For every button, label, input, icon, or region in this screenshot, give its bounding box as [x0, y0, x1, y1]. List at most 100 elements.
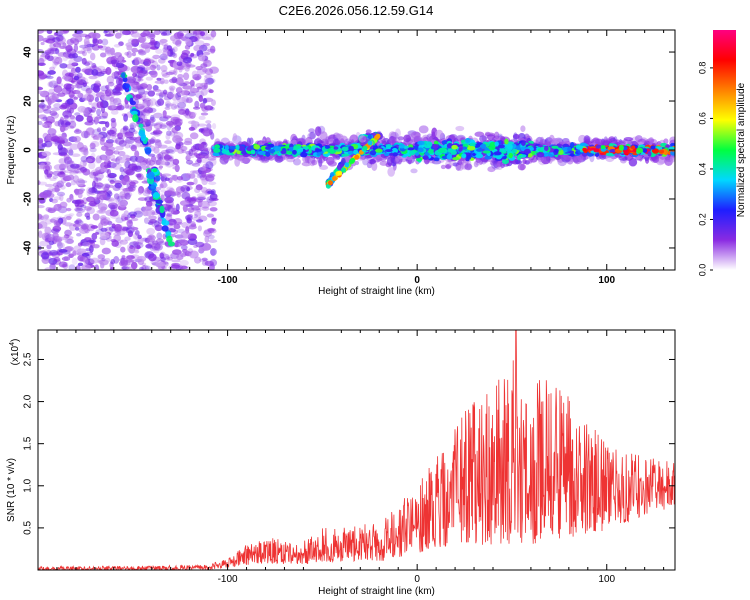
spectral-blob — [138, 186, 145, 194]
spectral-blob — [44, 267, 54, 270]
spectral-blob — [138, 36, 145, 44]
spectral-blob — [121, 72, 126, 79]
spectral-blob — [46, 244, 52, 250]
spectral-blob — [147, 237, 156, 243]
y-tick-label: -40 — [23, 240, 34, 255]
spectral-blob — [523, 148, 531, 155]
x-tick-label: 0 — [414, 275, 420, 286]
spectral-blob — [189, 79, 195, 87]
spectral-blob — [68, 53, 76, 59]
spectral-blob — [43, 108, 52, 114]
spectral-blob — [176, 254, 184, 261]
spectral-blob — [314, 126, 322, 137]
spectral-blob — [95, 182, 105, 188]
spectral-blob — [53, 84, 59, 88]
spectral-blob — [101, 38, 109, 46]
spectral-blob — [464, 163, 473, 171]
spectral-blob — [197, 54, 206, 62]
spectral-blob — [51, 112, 59, 119]
spectral-blob — [77, 180, 88, 184]
spectral-blob — [56, 242, 65, 249]
spectral-blob — [129, 241, 139, 247]
spectral-blob — [150, 155, 157, 163]
y-tick-label: -20 — [23, 191, 34, 206]
spectral-blob — [89, 142, 96, 150]
spectral-blob — [137, 78, 144, 82]
spectral-blob — [122, 102, 129, 109]
spectral-blob — [75, 114, 84, 122]
spectral-blob — [109, 209, 119, 217]
spectral-blob — [183, 72, 190, 81]
spectral-blob — [143, 206, 153, 211]
spectral-blob — [100, 166, 106, 172]
spectral-blob — [106, 75, 115, 84]
spectral-blob — [136, 85, 147, 90]
spectral-blob — [52, 58, 59, 65]
spectral-blob — [650, 145, 656, 150]
spectral-blob — [49, 218, 56, 223]
spectral-blob — [81, 252, 90, 257]
spectral-blob — [90, 152, 96, 159]
spectral-blob — [52, 175, 58, 179]
spectral-blob — [101, 247, 111, 255]
spectral-blob — [150, 184, 156, 190]
spectral-blob — [65, 182, 72, 188]
spectral-blob — [185, 172, 192, 179]
spectral-blob — [207, 200, 217, 207]
spectral-blob — [398, 144, 405, 149]
spectral-blob — [38, 73, 47, 80]
spectral-blob — [170, 175, 176, 180]
spectral-blob — [631, 145, 636, 150]
spectral-blob — [193, 44, 203, 52]
spectral-blob — [114, 32, 122, 39]
spectral-blob — [513, 132, 518, 143]
spectral-blob — [39, 30, 49, 33]
spectral-blob — [428, 149, 434, 154]
spectral-blob — [62, 174, 71, 182]
spectral-blob — [107, 177, 117, 183]
spectral-blob — [98, 115, 108, 120]
spectral-blob — [152, 128, 162, 137]
spectral-blob — [119, 191, 126, 198]
spectral-blob — [189, 132, 199, 140]
spectral-blob — [64, 76, 73, 82]
spectral-blob — [126, 255, 135, 260]
spectral-blob — [47, 192, 55, 199]
spectral-blob — [150, 114, 155, 121]
spectral-blob — [286, 157, 296, 163]
spectral-blob — [593, 148, 600, 153]
spectral-blob — [95, 92, 105, 98]
spectral-blob — [147, 59, 155, 64]
spectral-blob — [97, 203, 108, 211]
spectral-blob — [504, 138, 509, 145]
spectral-blob — [199, 167, 207, 171]
spectral-blob — [458, 147, 463, 152]
spectral-blob — [46, 173, 53, 178]
spectral-blob — [157, 98, 165, 106]
spectral-blob — [636, 147, 644, 154]
spectral-blob — [71, 257, 78, 265]
spectral-blob — [145, 244, 153, 249]
spectral-blob — [113, 193, 120, 200]
spectral-blob — [392, 152, 398, 157]
spectral-blob — [89, 257, 100, 264]
spectral-blob — [79, 149, 88, 153]
spectral-blob — [211, 217, 217, 225]
spectral-blob — [66, 160, 74, 164]
spectral-blob — [105, 191, 113, 197]
spectral-blob — [38, 30, 44, 34]
spectral-blob — [167, 93, 175, 99]
x-tick-label: 100 — [598, 574, 615, 585]
spectral-blob — [53, 42, 62, 48]
spectral-blob — [152, 168, 158, 173]
spectral-blob — [60, 102, 71, 109]
spectral-blob — [129, 122, 137, 129]
spectral-blob — [101, 257, 106, 262]
spectral-blob — [49, 177, 57, 182]
spectral-blob — [103, 220, 113, 225]
spectral-blob — [195, 82, 204, 89]
spectral-blob — [344, 162, 350, 168]
spectral-blob — [209, 248, 217, 256]
spectral-blob — [172, 38, 182, 45]
